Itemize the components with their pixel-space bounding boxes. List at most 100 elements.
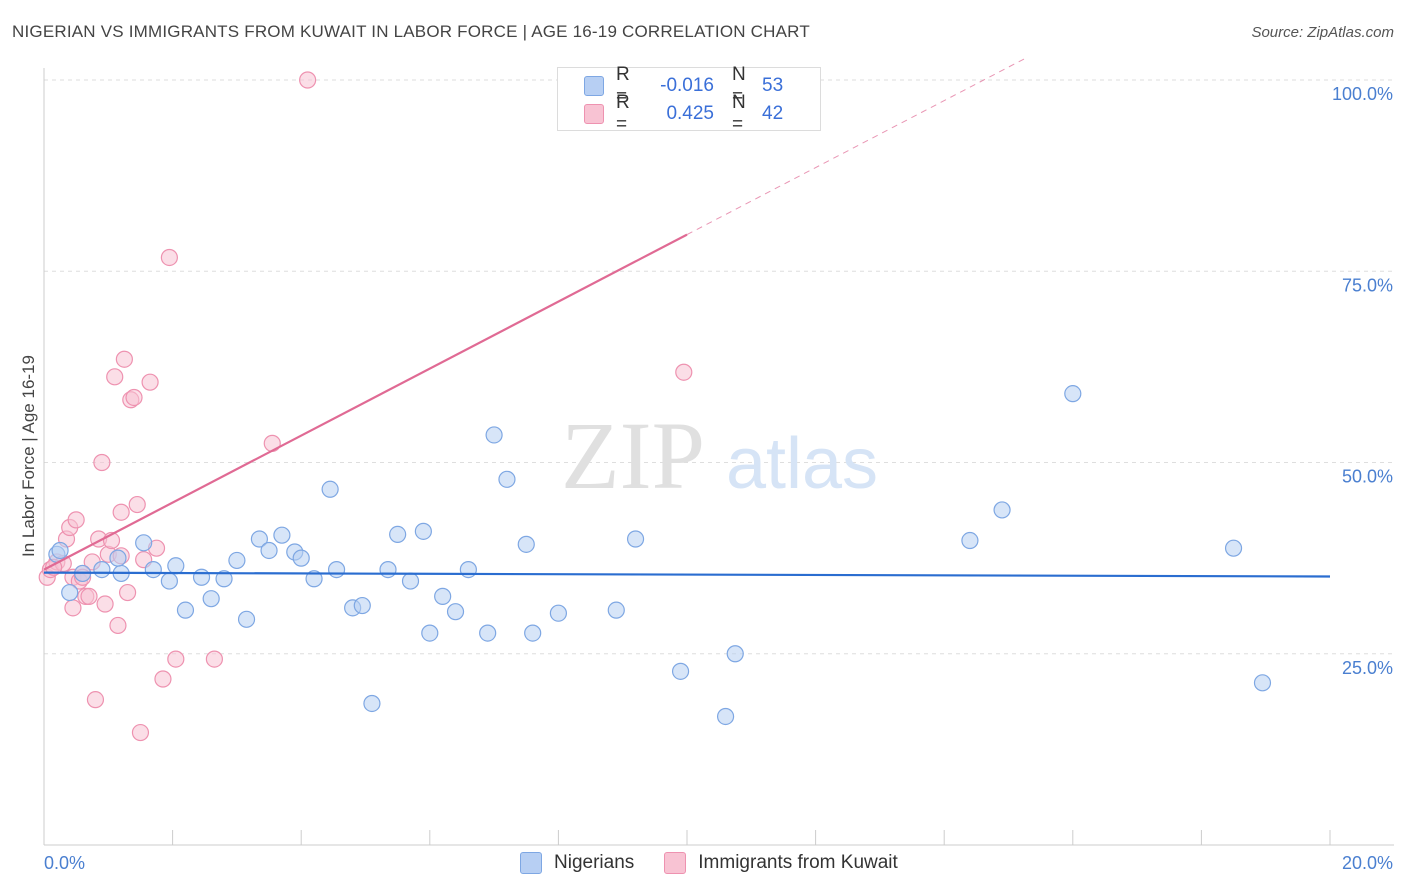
point-nigerians-43 [626,530,645,548]
point-nigerians-26 [353,596,371,615]
legend-label-kuwait: Immigrants from Kuwait [698,852,898,873]
point-nigerians-22 [305,570,323,588]
y-tick-label-75: 75.0% [1342,275,1393,295]
point-kuwait-12 [80,587,98,605]
point-nigerians-49 [1064,385,1082,403]
series-legend: Nigerians Immigrants from Kuwait [520,852,928,874]
grid-lines [44,79,1394,655]
point-nigerians-2 [61,583,79,602]
point-kuwait-28 [131,723,150,742]
y-tick-label-100: 100.0% [1332,84,1393,104]
point-nigerians-21 [292,549,310,567]
point-nigerians-1 [51,541,69,560]
point-kuwait-17 [96,595,114,613]
legend-n-label: N = [732,92,746,135]
legend-row-kuwait: R = 0.425 N = 42 [584,92,783,135]
watermark-atlas: atlas [726,424,878,504]
trend-lines [43,56,1331,578]
point-nigerians-15 [228,551,246,570]
point-nigerians-7 [135,534,153,552]
source-credit: Source: ZipAtlas.com [1251,24,1394,41]
legend-label-nigerians: Nigerians [554,852,635,873]
point-kuwait-30 [141,373,159,391]
point-nigerians-44 [671,662,690,680]
point-nigerians-17 [250,530,269,548]
watermark-zip: ZIP [561,402,705,509]
point-kuwait-26 [125,388,143,407]
y-tick-label-25: 25.0% [1342,658,1393,678]
point-kuwait-21 [109,616,127,635]
trendline-kuwait-extension [686,56,1029,236]
point-nigerians-50 [1224,539,1243,557]
point-nigerians-37 [485,426,503,444]
point-nigerians-12 [192,568,211,586]
x-axis-ticks [172,830,1331,845]
point-nigerians-51 [1253,674,1272,692]
point-kuwait-7 [67,511,85,529]
point-nigerians-29 [389,525,407,544]
series-nigerians-points [48,385,1272,726]
point-nigerians-36 [479,624,497,642]
point-nigerians-34 [446,603,465,621]
x-tick-label-min: 0.0% [44,853,85,873]
y-axis-tick-labels: 25.0% 50.0% 75.0% 100.0% [1332,84,1393,678]
point-nigerians-4 [93,560,111,579]
legend-row-nigerians: R = -0.016 N = 53 [584,64,784,107]
legend-r-value: -0.016 [660,75,714,96]
point-nigerians-6 [109,549,127,567]
x-tick-label-max: 20.0% [1342,853,1393,873]
point-nigerians-11 [176,601,195,619]
point-nigerians-23 [321,480,339,498]
point-kuwait-32 [154,670,172,688]
legend-swatch-kuwait [664,852,687,874]
point-nigerians-14 [215,570,233,588]
point-kuwait-35 [205,650,223,668]
point-nigerians-32 [421,624,439,642]
point-nigerians-28 [379,560,397,579]
point-nigerians-30 [401,572,420,590]
point-nigerians-42 [607,601,625,619]
point-nigerians-8 [144,560,162,579]
point-nigerians-18 [260,541,278,560]
legend-n-label: N = [732,64,746,107]
point-kuwait-33 [160,248,178,267]
point-nigerians-9 [160,572,178,590]
y-axis-label: In Labor Force | Age 16-19 [19,355,38,557]
point-kuwait-24 [118,583,137,602]
point-nigerians-41 [549,604,568,622]
point-nigerians-40 [524,624,542,642]
y-tick-label-50: 50.0% [1342,467,1393,487]
point-nigerians-10 [167,557,185,575]
point-kuwait-20 [106,368,124,386]
legend-item-nigerians[interactable]: Nigerians [520,852,634,874]
point-nigerians-39 [517,535,535,553]
point-kuwait-27 [128,495,146,514]
point-kuwait-8 [64,599,82,617]
point-nigerians-13 [202,590,220,608]
point-nigerians-46 [726,645,744,663]
point-kuwait-16 [93,453,111,472]
point-nigerians-27 [363,694,381,713]
legend-swatch-nigerians [520,852,542,874]
legend-swatch-blue [584,76,604,96]
point-kuwait-23 [115,350,133,368]
legend-item-kuwait[interactable]: Immigrants from Kuwait [664,852,898,874]
legend-swatch-pink [584,104,604,124]
trendline-nigerians [43,571,1331,578]
point-kuwait-38 [675,363,693,381]
point-kuwait-14 [86,691,105,709]
point-nigerians-16 [237,610,256,628]
correlation-legend: R = -0.016 N = 53 R = 0.425 N = 42 [557,64,821,135]
chart-title: NIGERIAN VS IMMIGRANTS FROM KUWAIT IN LA… [12,22,810,41]
point-nigerians-33 [434,587,452,605]
legend-r-label: R = [616,64,630,107]
point-nigerians-47 [961,531,979,550]
point-kuwait-34 [167,650,185,668]
point-nigerians-19 [273,526,291,544]
point-nigerians-48 [993,501,1011,519]
legend-n-value: 53 [762,75,784,96]
point-nigerians-35 [459,560,477,579]
legend-r-label: R = [616,92,630,135]
point-nigerians-31 [414,522,432,540]
